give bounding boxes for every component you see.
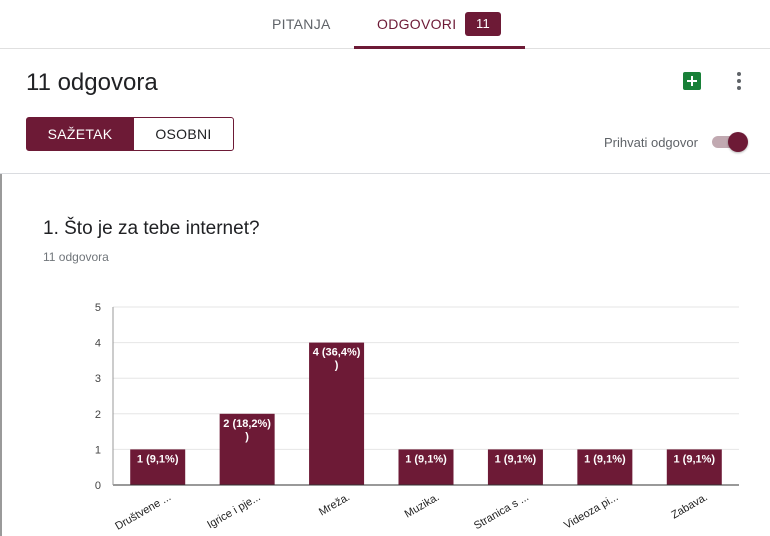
y-tick-label: 1 (95, 444, 101, 456)
x-tick-label: Videoza pi... (562, 491, 620, 532)
bar-data-label: 1 (9,1%) (673, 453, 715, 465)
more-vert-icon[interactable] (729, 69, 749, 93)
bar-data-label: 4 (36,4%)) (313, 347, 361, 372)
bar (398, 449, 454, 485)
accept-responses-toggle[interactable] (710, 131, 750, 153)
bar (130, 449, 186, 485)
bar (219, 413, 275, 485)
active-tab-indicator (354, 46, 525, 49)
summary-button[interactable]: SAŽETAK (26, 117, 134, 151)
responses-title: 11 odgovora (26, 69, 158, 96)
bar-data-label: 1 (9,1%) (405, 453, 447, 465)
question-response-count: 11 odgovora (43, 250, 109, 264)
responses-count-badge: 11 (465, 12, 501, 36)
accept-responses-label: Prihvati odgovor (604, 135, 698, 150)
y-tick-label: 3 (95, 373, 101, 385)
toggle-thumb (728, 132, 748, 152)
bar-data-label: 2 (18,2%)) (223, 418, 271, 443)
bar (577, 449, 633, 485)
x-tick-label: Mreža. (317, 491, 352, 518)
tab-bar: PITANJA ODGOVORI 11 (0, 0, 770, 49)
bar-data-label: 1 (9,1%) (495, 453, 537, 465)
y-tick-label: 2 (95, 409, 101, 421)
x-tick-label: Društvene ... (113, 491, 173, 533)
x-tick-label: Igrice i pje... (205, 491, 262, 531)
bar-data-label: 1 (9,1%) (584, 453, 626, 465)
x-tick-label: Muzika. (403, 491, 442, 520)
window-edge (0, 0, 2, 536)
tab-responses-label: ODGOVORI (377, 16, 457, 32)
bar (666, 449, 722, 485)
question-title: 1. Što je za tebe internet? (43, 218, 260, 239)
y-tick-label: 5 (95, 302, 101, 314)
bar-chart: 0 1 2 3 4 5 1 (9,1%) Društvene ... 2 (18,2%)) Igr… (95, 302, 739, 533)
responses-header-card: 11 odgovora SAŽETAK OSOBNI Prihvati odgo… (0, 49, 770, 174)
y-tick-label: 0 (95, 480, 101, 492)
bar (309, 342, 365, 485)
y-tick-label: 4 (95, 338, 101, 350)
x-tick-label: Zabava. (669, 491, 709, 521)
individual-button[interactable]: OSOBNI (133, 117, 234, 151)
bar-data-label: 1 (9,1%) (137, 453, 179, 465)
bar (487, 449, 543, 485)
google-sheets-icon[interactable] (683, 72, 701, 90)
tab-questions[interactable]: PITANJA (272, 16, 331, 32)
x-tick-label: Stranica s ... (472, 491, 531, 532)
tab-responses[interactable]: ODGOVORI 11 (354, 0, 525, 49)
